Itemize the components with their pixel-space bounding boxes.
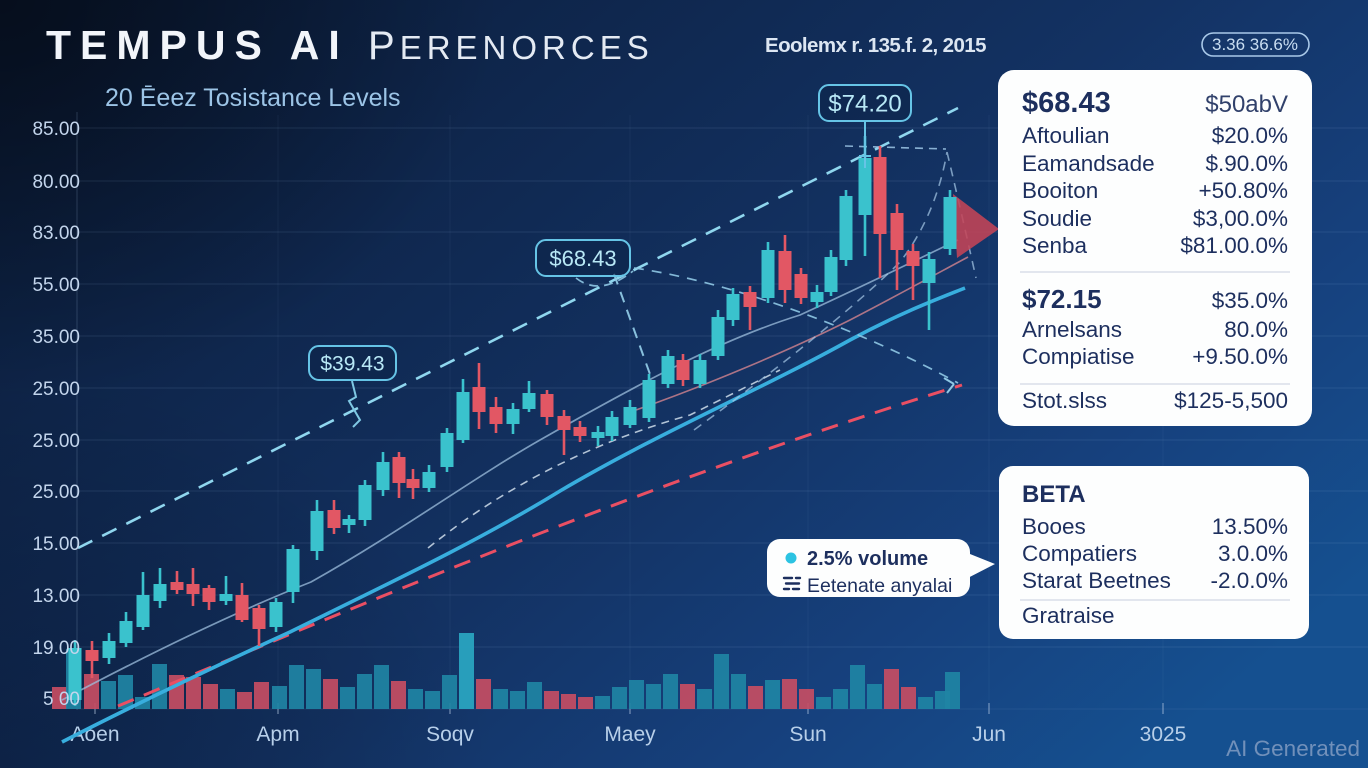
svg-text:+50.80%: +50.80% [1199,178,1288,203]
svg-text:$39.43: $39.43 [320,353,384,376]
svg-text:20 Ēeez Tosistance Levels: 20 Ēeez Tosistance Levels [105,84,401,112]
svg-text:$68.43: $68.43 [1022,87,1111,119]
svg-text:83.00: 83.00 [32,223,80,244]
svg-text:Stot.slss: Stot.slss [1022,388,1107,413]
svg-text:$50abV: $50abV [1205,91,1288,118]
svg-text:Apm: Apm [256,723,299,746]
svg-text:Sun: Sun [789,723,826,746]
svg-text:3025: 3025 [1140,723,1187,746]
svg-text:Senba: Senba [1022,233,1088,258]
svg-text:Aftoulian: Aftoulian [1022,123,1110,148]
svg-text:3.0.0%: 3.0.0% [1218,541,1288,566]
svg-text:Maey: Maey [604,723,656,746]
svg-text:55.00: 55.00 [32,275,80,296]
svg-text:85.00: 85.00 [32,119,80,140]
svg-text:AI Generated: AI Generated [1226,736,1360,761]
svg-text:$35.0%: $35.0% [1212,288,1288,313]
svg-text:Starat Beetnes: Starat Beetnes [1022,568,1171,593]
svg-text:Booes: Booes [1022,514,1086,539]
svg-text:$68.43: $68.43 [549,246,616,271]
svg-text:Soqv: Soqv [426,723,474,746]
svg-text:$81.00.0%: $81.00.0% [1180,233,1288,258]
svg-text:$.90.0%: $.90.0% [1205,151,1288,176]
svg-text:Compatiers: Compatiers [1022,541,1137,566]
svg-text:Aoen: Aoen [70,723,119,746]
svg-text:+9.50.0%: +9.50.0% [1192,344,1288,369]
svg-text:25.00: 25.00 [32,431,80,452]
svg-text:Jun: Jun [972,723,1006,746]
svg-text:80.00: 80.00 [32,172,80,193]
svg-text:$72.15: $72.15 [1022,284,1102,314]
svg-text:$20.0%: $20.0% [1212,123,1288,148]
svg-text:$74.20: $74.20 [828,91,901,118]
svg-text:35.00: 35.00 [32,327,80,348]
svg-text:BETA: BETA [1022,481,1086,508]
svg-text:19.00: 19.00 [32,638,80,659]
svg-text:Arnelsans: Arnelsans [1022,317,1122,342]
svg-text:Eetenate anyalai: Eetenate anyalai [807,575,952,597]
svg-text:Soudie: Soudie [1022,206,1092,231]
svg-text:Eamandsade: Eamandsade [1022,151,1155,176]
svg-text:5 00: 5 00 [43,689,80,710]
svg-text:Booiton: Booiton [1022,178,1098,203]
svg-text:TEMPUS AI: TEMPUS AI [46,22,349,68]
svg-text:$125-5,500: $125-5,500 [1174,388,1288,413]
svg-text:PERENORCES: PERENORCES [368,24,654,68]
svg-text:80.0%: 80.0% [1224,317,1288,342]
svg-text:Eoolemx r. 135.f. 2, 2015: Eoolemx r. 135.f. 2, 2015 [765,34,986,57]
svg-text:2.5% volume: 2.5% volume [807,548,928,570]
svg-text:$3,00.0%: $3,00.0% [1193,206,1288,231]
svg-text:25.00: 25.00 [32,379,80,400]
svg-text:25.00: 25.00 [32,482,80,503]
svg-text:Gratraise: Gratraise [1022,603,1115,628]
svg-text:15.00: 15.00 [32,534,80,555]
svg-text:-2.0.0%: -2.0.0% [1210,568,1288,593]
svg-text:13.50%: 13.50% [1212,514,1288,539]
svg-text:Compiatise: Compiatise [1022,344,1135,369]
svg-text:3.36 36.6%: 3.36 36.6% [1212,35,1298,54]
svg-text:13.00: 13.00 [32,586,80,607]
